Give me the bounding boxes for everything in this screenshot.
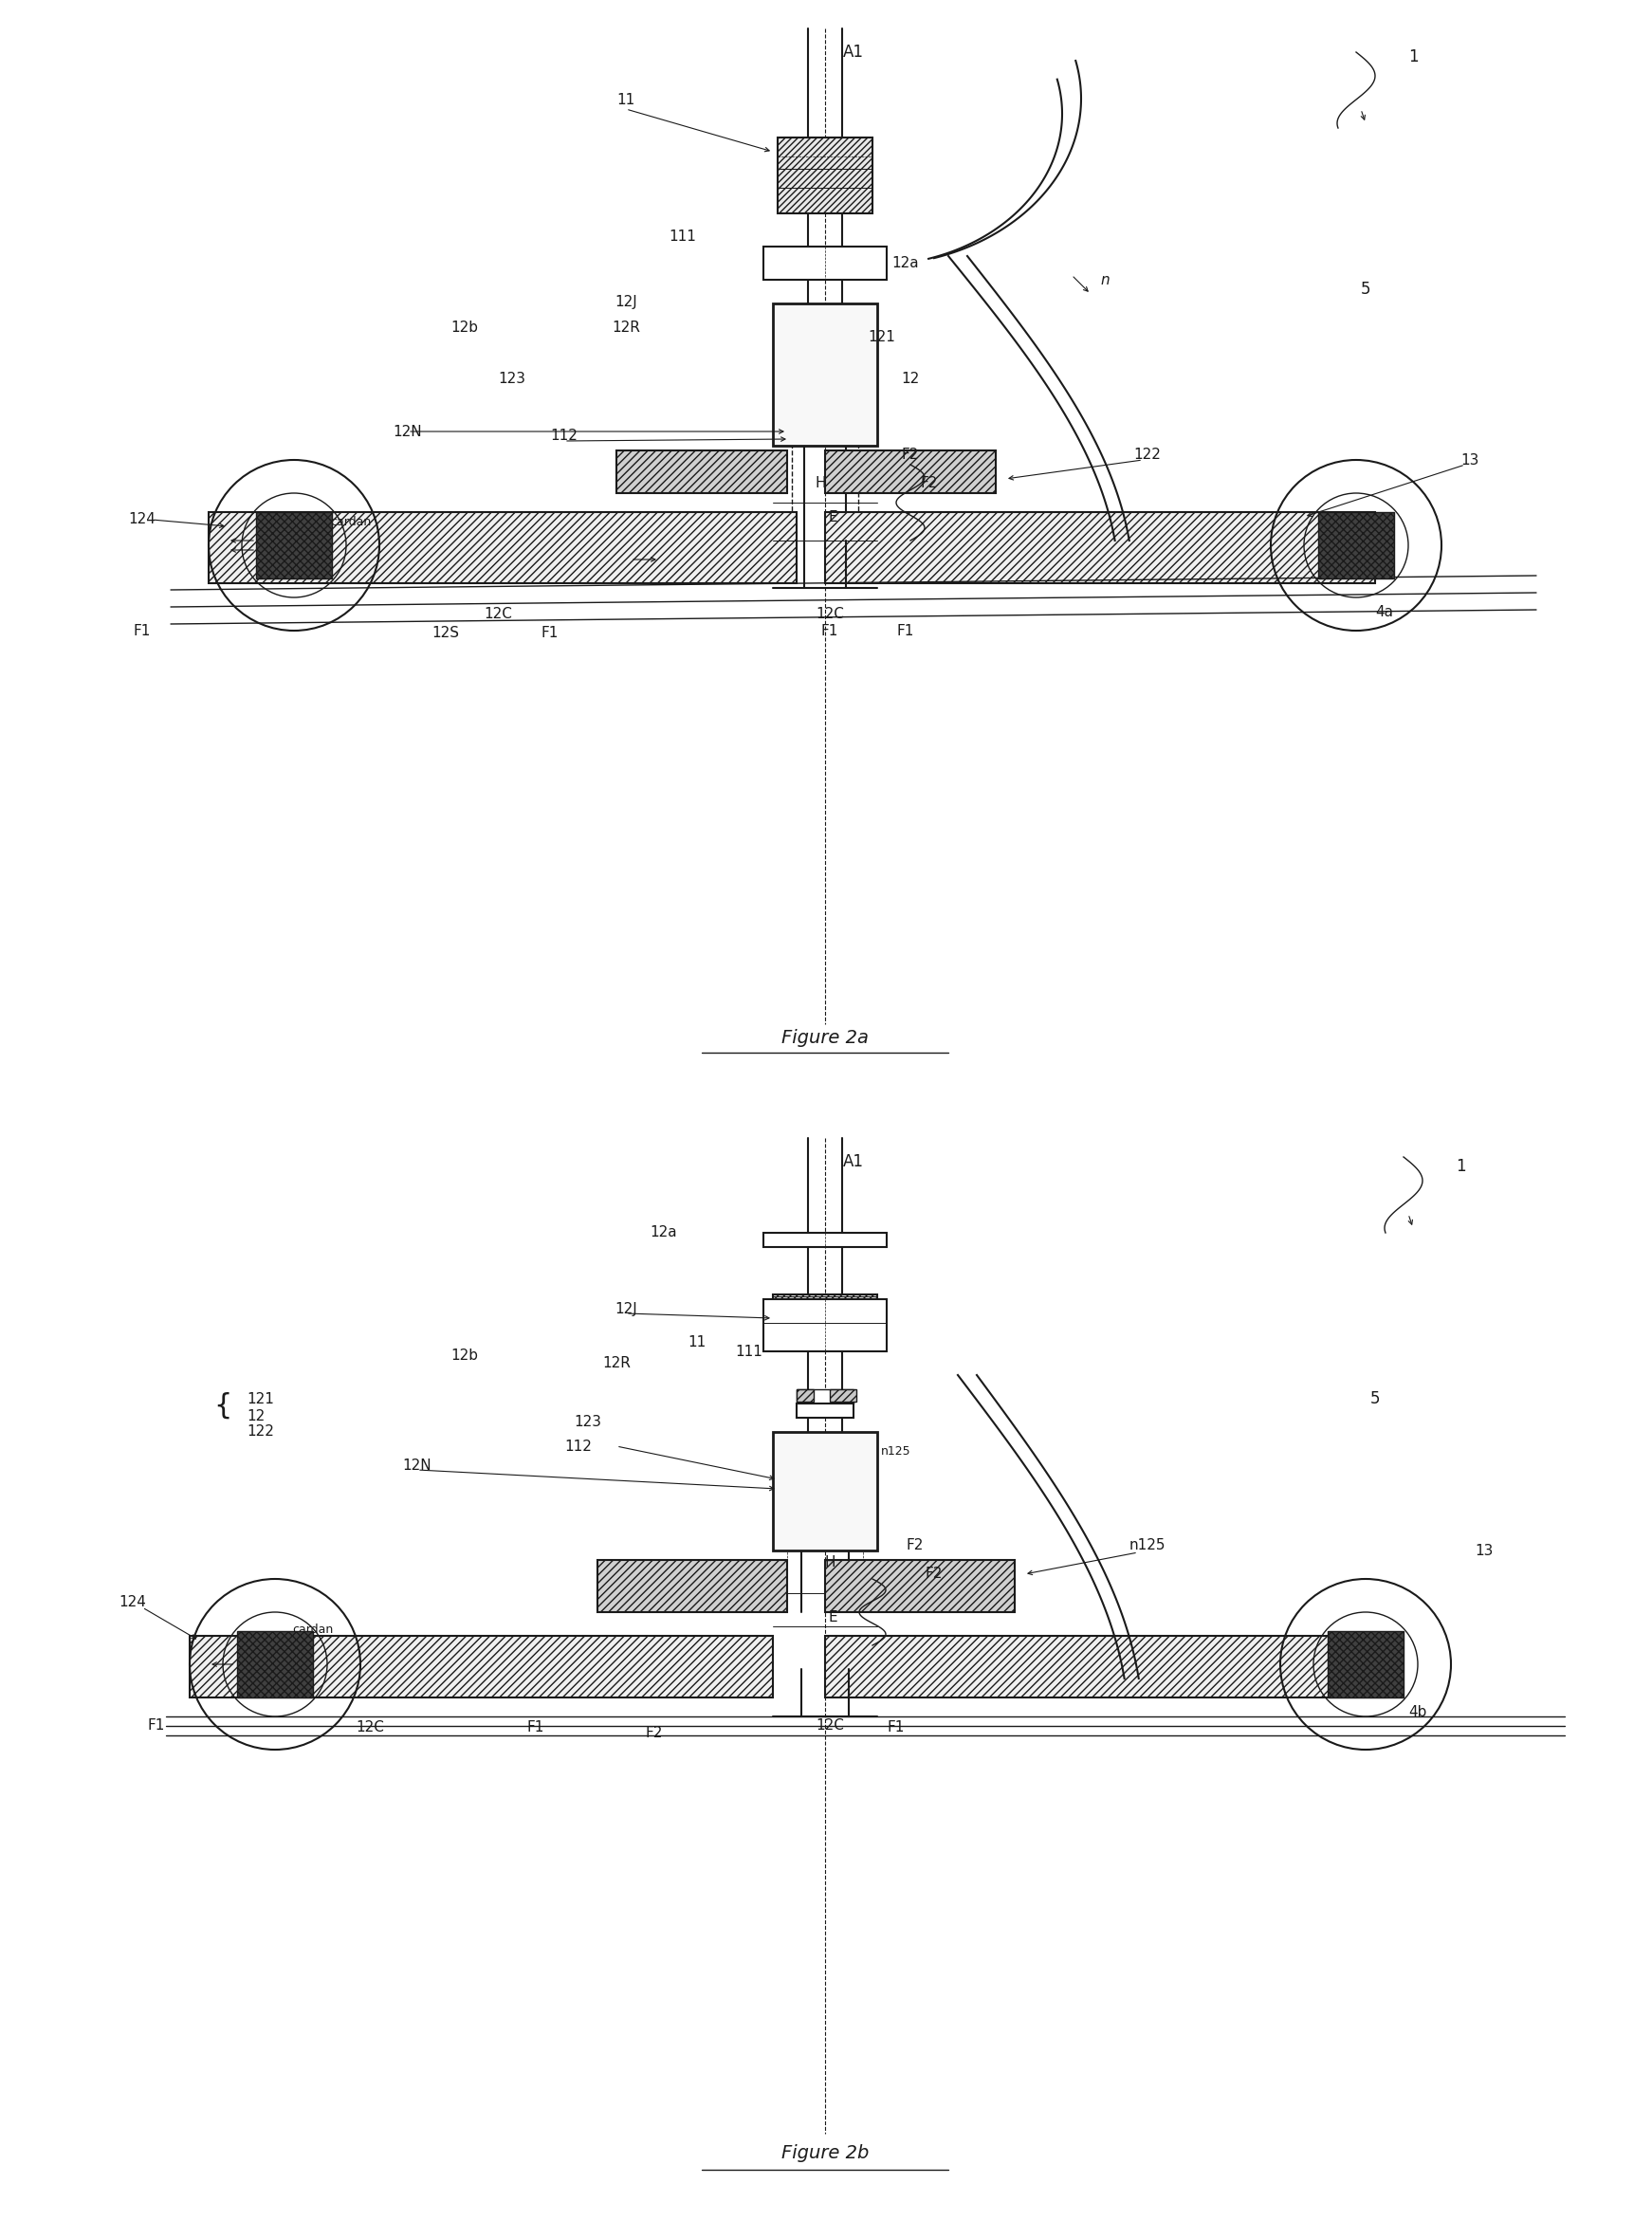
Bar [829,1390,856,1401]
Text: F1: F1 [542,626,558,642]
Text: 12N: 12N [403,1459,431,1472]
Text: 1: 1 [1455,1159,1465,1174]
Text: 12C: 12C [816,608,844,622]
Text: 5: 5 [1370,1390,1379,1407]
Text: 122: 122 [1133,448,1161,462]
Text: 4b: 4b [1409,1705,1427,1718]
Text: F1: F1 [897,624,914,637]
Text: 12C: 12C [484,608,512,622]
Text: 12S: 12S [431,626,459,642]
Text: F1: F1 [527,1720,545,1736]
Bar [824,451,996,493]
Bar [798,342,851,351]
Text: n125: n125 [1130,1538,1166,1552]
Text: F2: F2 [907,1538,923,1552]
Text: H: H [824,1556,836,1570]
Text: 112: 112 [550,428,578,444]
Text: E: E [828,1610,838,1625]
Bar [824,1561,1014,1612]
Bar [763,1232,887,1248]
Text: F2: F2 [646,1727,662,1740]
Text: 12a: 12a [651,1225,677,1241]
Bar [598,1561,786,1612]
Text: 121: 121 [869,329,895,344]
Text: 12R: 12R [603,1356,631,1370]
Bar [190,1636,773,1698]
Text: 5: 5 [1361,280,1371,297]
Bar [773,304,877,446]
Text: F1: F1 [134,624,150,637]
Text: 12: 12 [902,373,920,386]
Bar [798,313,851,342]
Text: 123: 123 [499,373,525,386]
Bar [238,1632,312,1698]
Text: 12J: 12J [615,295,638,309]
Text: 13: 13 [1475,1543,1493,1558]
Bar [773,1294,877,1299]
Text: A1: A1 [843,1152,864,1170]
Bar [1328,1632,1404,1698]
Text: F2: F2 [925,1567,943,1581]
Text: E: E [828,511,838,524]
Bar [256,513,332,579]
Polygon shape [786,388,862,435]
Text: F1: F1 [147,1718,165,1734]
Text: 123: 123 [575,1416,601,1430]
Text: F2: F2 [902,448,919,462]
Text: H: H [814,477,826,491]
Text: 12b: 12b [451,320,479,335]
Text: n125: n125 [881,1445,912,1456]
Text: 12: 12 [246,1410,264,1423]
Bar [829,313,859,326]
Text: 11: 11 [616,93,634,107]
Text: 111: 111 [669,231,697,244]
Text: cardan: cardan [330,517,372,528]
Text: 124: 124 [119,1596,147,1610]
Bar [763,1299,887,1352]
Text: F2: F2 [920,477,938,491]
Bar [763,246,887,280]
Bar [824,1636,1384,1698]
Bar [824,513,1374,584]
Text: A1: A1 [843,44,864,60]
Text: Figure 2b: Figure 2b [781,2145,869,2162]
Bar [795,313,811,337]
Bar [208,513,796,584]
Text: 121: 121 [246,1392,274,1405]
Text: 122: 122 [246,1425,274,1439]
Text: 12b: 12b [451,1350,479,1363]
Text: 12J: 12J [615,1301,638,1316]
Text: 124: 124 [129,513,155,526]
Bar [796,1390,814,1401]
Text: 111: 111 [735,1345,763,1359]
Text: 1: 1 [1408,49,1417,64]
Text: 12a: 12a [892,258,919,271]
Text: 112: 112 [565,1439,591,1454]
Text: 12N: 12N [393,424,423,440]
Text: 12C: 12C [816,1718,844,1734]
Polygon shape [778,1456,872,1503]
Bar [773,1432,877,1550]
Bar [796,1403,854,1419]
Text: Figure 2a: Figure 2a [781,1030,869,1048]
Text: 4a: 4a [1376,604,1394,619]
Text: F1: F1 [821,624,839,637]
Text: cardan: cardan [292,1623,334,1636]
Text: 12C: 12C [355,1720,383,1736]
Bar [778,138,872,213]
Bar [616,451,786,493]
Text: F1: F1 [887,1720,905,1736]
Text: 12R: 12R [611,320,639,335]
Text: n: n [1100,273,1110,286]
Text: 11: 11 [687,1334,705,1350]
Bar [1318,513,1394,579]
Bar [796,1390,854,1403]
Text: 13: 13 [1460,453,1479,466]
Text: {: { [215,1392,233,1419]
